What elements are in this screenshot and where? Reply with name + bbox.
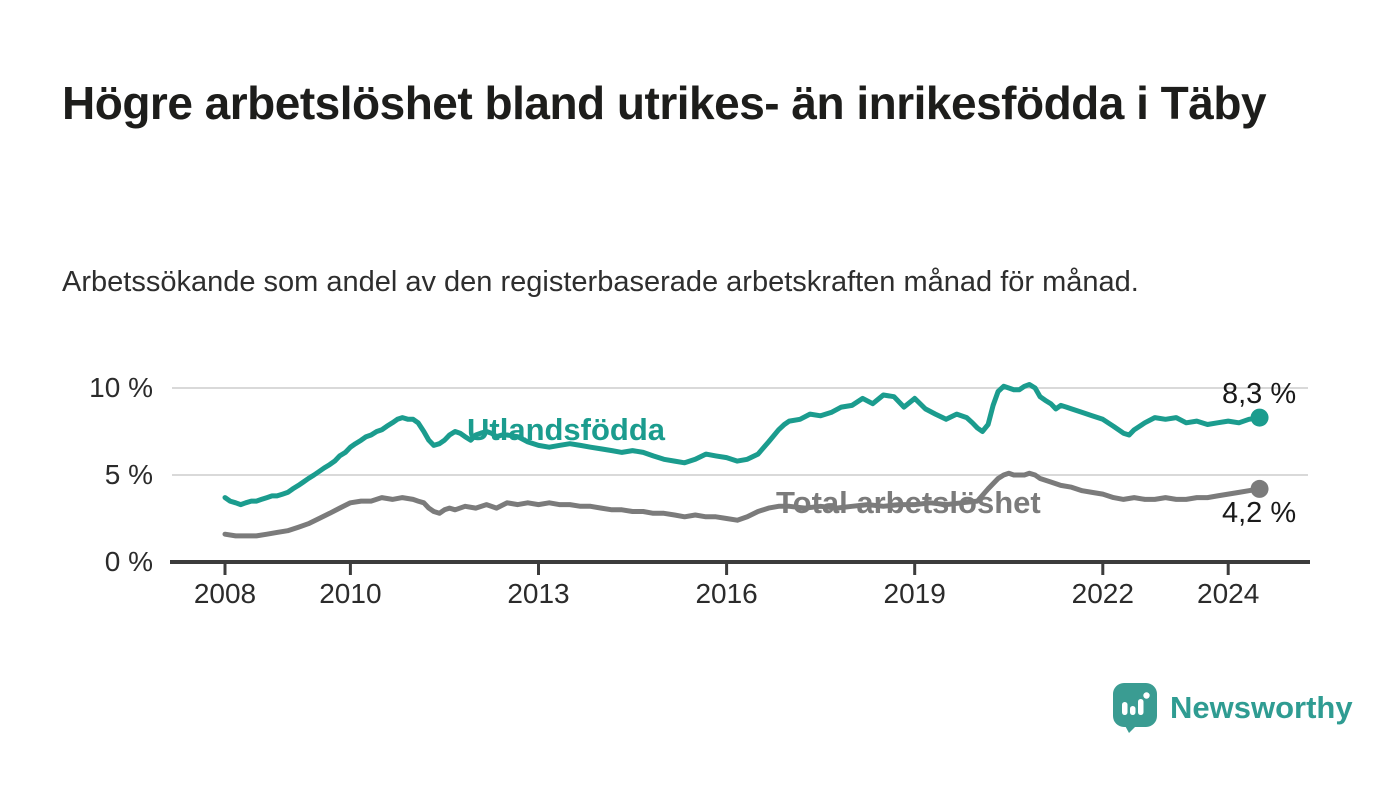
y-axis-label-5: 5 % <box>104 459 153 490</box>
x-axis-label-2024: 2024 <box>1197 578 1260 609</box>
end-value-label-total: 4,2 % <box>1222 497 1297 529</box>
y-axis-label-0: 0 % <box>104 546 153 577</box>
newsworthy-logo: Newsworthy <box>1112 682 1353 734</box>
x-axis-label-2016: 2016 <box>695 578 758 609</box>
chart-subtitle: Arbetssökande som andel av den registerb… <box>62 266 1139 298</box>
end-value-label-utlandsfodda: 8,3 % <box>1222 378 1297 410</box>
series-line-0 <box>222 382 1262 508</box>
y-axis-label-10: 10 % <box>89 372 153 403</box>
x-axis-label-2019: 2019 <box>883 578 946 609</box>
page-title: Högre arbetslöshet bland utrikes- än inr… <box>62 76 1267 129</box>
series-label-total-arbetsloshet: Total arbetslöshet <box>776 485 1041 520</box>
x-axis-label-2010: 2010 <box>319 578 382 609</box>
series-label-utlandsfodda: Utlandsfödda <box>467 412 666 447</box>
newsworthy-bubble-chart-icon <box>1113 683 1157 733</box>
series-end-dot-0 <box>1250 408 1269 427</box>
x-axis-label-2008: 2008 <box>193 578 257 609</box>
x-axis-label-2013: 2013 <box>507 578 570 609</box>
x-axis-label-2022: 2022 <box>1071 578 1134 609</box>
series-end-dot-1 <box>1250 479 1269 498</box>
series-line-1 <box>222 470 1262 539</box>
brand-name: Newsworthy <box>1170 690 1353 725</box>
